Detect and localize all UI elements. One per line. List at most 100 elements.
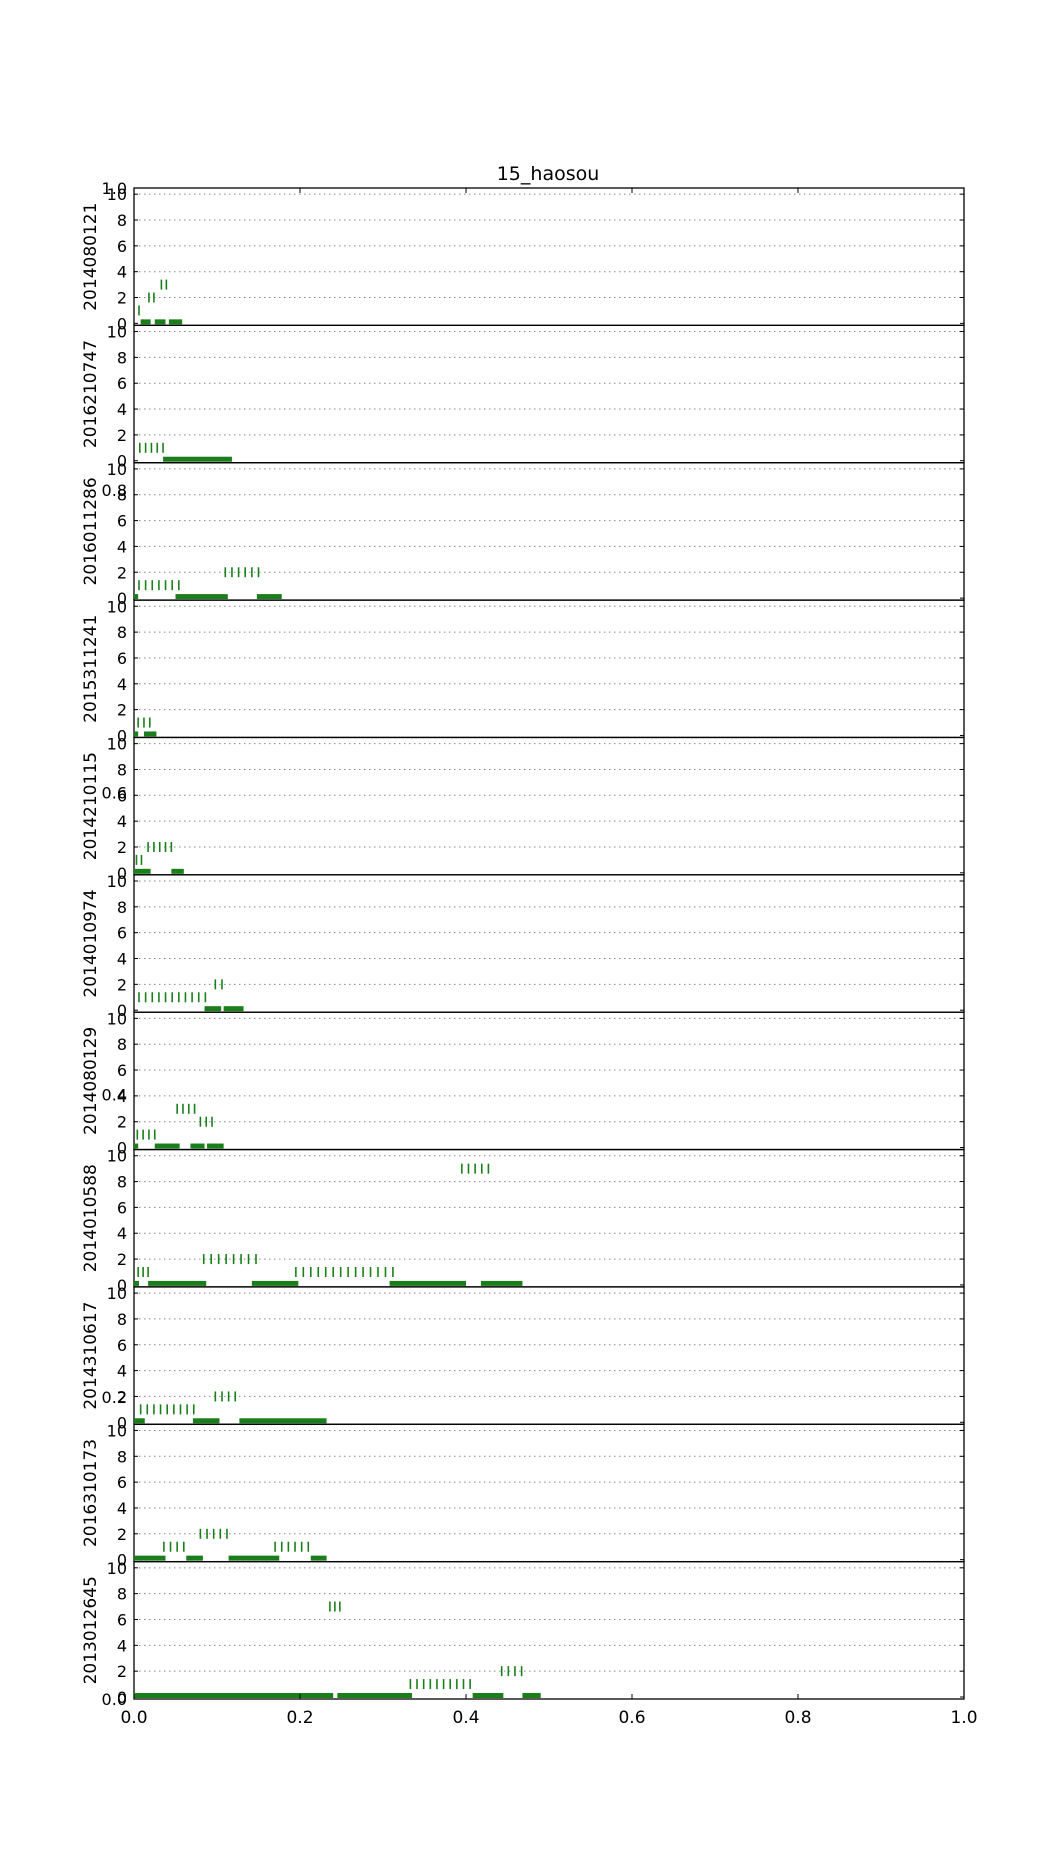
panel-2016210747: 0 2 4 6 8 10 2016210747 bbox=[81, 323, 965, 471]
interval-bar bbox=[223, 1006, 244, 1012]
panel-frame bbox=[133, 874, 965, 1013]
panel-frame bbox=[133, 324, 965, 464]
y-tick-label: 6 bbox=[117, 237, 127, 256]
panel-2016310173: 0 2 4 6 8 10 2016310173 bbox=[81, 1421, 965, 1570]
y-tick-label: 10 bbox=[107, 735, 127, 754]
panel-label: 2014010588 bbox=[81, 1164, 101, 1272]
panel-frame bbox=[133, 1011, 965, 1151]
background-y-tick-label: 0.8 bbox=[102, 481, 127, 500]
interval-bar bbox=[134, 594, 139, 600]
y-tick-label: 2 bbox=[117, 1387, 127, 1406]
y-tick-label: 8 bbox=[117, 1035, 127, 1054]
y-tick-label: 2 bbox=[117, 563, 127, 582]
y-tick-label: 2 bbox=[117, 289, 127, 308]
y-tick-label: 8 bbox=[117, 1310, 127, 1329]
interval-bar bbox=[134, 868, 151, 874]
interval-bar bbox=[134, 1418, 145, 1424]
y-tick-label: 10 bbox=[107, 1421, 127, 1440]
y-tick-label: 6 bbox=[117, 649, 127, 668]
y-tick-label: 2 bbox=[117, 1113, 127, 1132]
interval-bar bbox=[256, 594, 282, 600]
panel-2014010974: 0 2 4 6 8 10 2014010974 bbox=[81, 872, 965, 1020]
x-axis: 0.0 0.2 0.4 0.6 0.8 1.0 bbox=[120, 188, 978, 1728]
panel-label: 2016210747 bbox=[81, 340, 101, 448]
y-tick-label: 2 bbox=[117, 1662, 127, 1681]
panel-2014310617: 0 2 4 6 8 10 2014310617 bbox=[81, 1284, 965, 1432]
panel-label: 2014210115 bbox=[81, 752, 101, 860]
y-tick-label: 6 bbox=[117, 374, 127, 393]
panel-frame bbox=[133, 1560, 965, 1700]
interval-bar bbox=[134, 1143, 139, 1149]
panel-frame bbox=[133, 1286, 965, 1425]
y-tick-label: 0 bbox=[117, 1001, 127, 1020]
y-tick-label: 10 bbox=[107, 1147, 127, 1166]
panel-label: 2014010974 bbox=[81, 889, 101, 997]
interval-bar bbox=[140, 319, 151, 325]
interval-bar bbox=[168, 319, 183, 325]
panel-frame bbox=[133, 1148, 965, 1288]
panel-label: 2013012645 bbox=[81, 1576, 101, 1684]
interval-bar bbox=[163, 456, 232, 462]
y-tick-label: 6 bbox=[117, 786, 127, 805]
y-tick-label: 10 bbox=[107, 872, 127, 891]
y-tick-label: 2 bbox=[117, 838, 127, 857]
y-tick-label: 10 bbox=[107, 185, 127, 204]
y-tick-label: 10 bbox=[107, 460, 127, 479]
panel-frame bbox=[133, 187, 965, 327]
interval-bar bbox=[228, 1555, 280, 1561]
interval-bar bbox=[480, 1280, 523, 1286]
y-tick-label: 4 bbox=[117, 1224, 127, 1243]
y-tick-label: 0 bbox=[117, 1276, 127, 1295]
interval-bar bbox=[192, 1418, 220, 1424]
panel-frame bbox=[133, 599, 965, 739]
y-tick-label: 10 bbox=[107, 1009, 127, 1028]
interval-bar bbox=[134, 1693, 334, 1698]
y-tick-label: 4 bbox=[117, 812, 127, 831]
interval-bar bbox=[148, 1280, 207, 1286]
y-tick-label: 8 bbox=[117, 898, 127, 917]
interval-bar bbox=[154, 1143, 180, 1149]
background-y-tick-label: 0.4 bbox=[102, 1086, 127, 1105]
y-tick-label: 4 bbox=[117, 1362, 127, 1381]
y-tick-label: 0 bbox=[117, 1139, 127, 1158]
interval-bar bbox=[310, 1555, 327, 1561]
y-tick-label: 2 bbox=[117, 975, 127, 994]
y-tick-label: 6 bbox=[117, 1198, 127, 1217]
y-tick-label: 8 bbox=[117, 486, 127, 505]
y-tick-label: 6 bbox=[117, 1610, 127, 1629]
background-y-tick-label: 0.6 bbox=[102, 783, 127, 802]
y-tick-label: 6 bbox=[117, 924, 127, 943]
interval-bar bbox=[251, 1280, 299, 1286]
y-tick-label: 0 bbox=[117, 1688, 127, 1707]
y-tick-label: 2 bbox=[117, 1525, 127, 1544]
y-tick-label: 10 bbox=[107, 597, 127, 616]
y-tick-label: 10 bbox=[107, 323, 127, 342]
panel-2016011286: 0 2 4 6 8 10 2016011286 bbox=[81, 460, 965, 608]
interval-bar bbox=[190, 1143, 205, 1149]
x-tick-label: 0.2 bbox=[286, 1708, 313, 1728]
background-y-tick-label: 1.0 bbox=[102, 179, 127, 198]
chart-title: 15_haosou bbox=[497, 163, 600, 185]
interval-bar bbox=[134, 1280, 139, 1286]
y-tick-label: 6 bbox=[117, 1473, 127, 1492]
y-tick-label: 4 bbox=[117, 675, 127, 694]
interval-bar bbox=[472, 1693, 504, 1698]
x-tick-label: 1.0 bbox=[950, 1708, 977, 1728]
interval-bar bbox=[337, 1693, 413, 1698]
panel-label: 2014080121 bbox=[81, 203, 101, 311]
y-tick-label: 8 bbox=[117, 623, 127, 642]
panel-2014010588: 0 2 4 6 8 10 2014010588 bbox=[81, 1147, 965, 1295]
y-tick-label: 4 bbox=[117, 537, 127, 556]
y-tick-label: 2 bbox=[117, 426, 127, 445]
y-tick-label: 10 bbox=[107, 1284, 127, 1303]
interval-bar bbox=[239, 1418, 327, 1424]
background-axis-ticks: 0.0 0.2 0.4 0.6 0.8 1.0 bbox=[102, 179, 127, 1709]
x-tick-label: 0.4 bbox=[452, 1708, 479, 1728]
x-tick-label: 0.8 bbox=[784, 1708, 811, 1728]
y-tick-label: 0 bbox=[117, 1551, 127, 1570]
y-tick-label: 8 bbox=[117, 1585, 127, 1604]
panel-2014080121: 0 2 4 6 8 10 2014080121 bbox=[81, 185, 965, 333]
x-tick-label: 0.6 bbox=[618, 1708, 645, 1728]
panel-frame bbox=[133, 462, 965, 601]
